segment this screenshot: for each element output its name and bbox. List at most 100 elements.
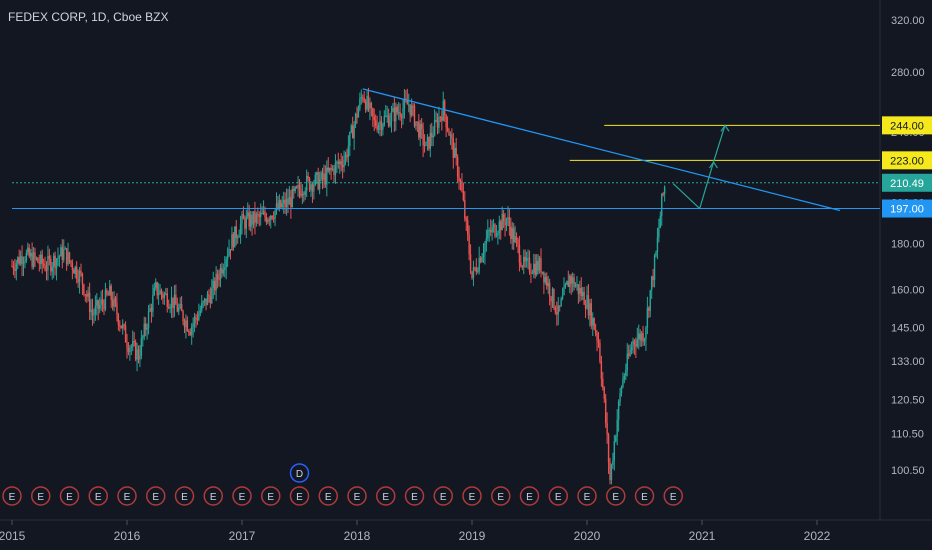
candle-body (186, 320, 189, 331)
candle-body (195, 316, 197, 319)
candle-body (364, 101, 367, 110)
candle-body (333, 168, 335, 176)
earnings-event-badge[interactable] (59, 486, 80, 506)
candle-body (117, 314, 120, 325)
candle-body (215, 273, 217, 291)
earnings-event-badge[interactable] (318, 486, 338, 506)
earnings-event-badge[interactable] (88, 486, 108, 506)
earnings-event-badge[interactable] (462, 486, 482, 506)
y-tick-label: 100.50 (891, 465, 925, 477)
candle-body (347, 146, 350, 158)
candle-body (88, 292, 91, 313)
candle-body (32, 252, 35, 267)
candle-body (449, 134, 452, 136)
candle-body (328, 167, 331, 171)
candle-body (321, 172, 324, 180)
candle-body (287, 198, 289, 205)
candle-body (219, 267, 222, 280)
earnings-event-badge[interactable] (289, 486, 310, 506)
earnings-event-badge[interactable] (606, 486, 626, 506)
earnings-event-badge[interactable] (203, 486, 223, 506)
candle-body (570, 275, 572, 284)
candle-body (103, 303, 105, 310)
candle-body (336, 161, 338, 163)
candle-body (551, 288, 554, 302)
candle-body (573, 277, 575, 287)
earnings-event-badge[interactable] (577, 486, 597, 506)
earnings-event-badge[interactable] (174, 486, 195, 506)
candle-body (481, 256, 483, 262)
candle-body (129, 347, 131, 352)
candle-body (258, 214, 260, 217)
earnings-event-badge[interactable] (634, 486, 655, 506)
candle-body (422, 129, 424, 146)
earnings-event-badge[interactable] (347, 486, 367, 506)
candle-body (28, 247, 30, 257)
candle-body (367, 95, 370, 109)
candle-body (280, 200, 282, 208)
candle-body (625, 370, 627, 377)
candle-body (360, 97, 363, 99)
candle-body (468, 234, 470, 255)
earnings-event-label: E (584, 492, 591, 503)
candle-body (71, 262, 74, 270)
earnings-event-badge[interactable] (663, 486, 683, 506)
candle-body (124, 325, 127, 343)
dividend-event-badge[interactable] (289, 463, 310, 483)
candle-body (369, 103, 371, 109)
candle-body (231, 234, 233, 251)
earnings-event-badge[interactable] (261, 486, 281, 506)
candle-body (261, 212, 263, 214)
candle-body (65, 248, 68, 265)
candle-body (462, 191, 465, 201)
candle-body (566, 281, 568, 285)
candle-body (157, 294, 160, 296)
earnings-event-badge[interactable] (491, 486, 511, 506)
earnings-event-label: E (152, 492, 159, 503)
earnings-event-badge[interactable] (548, 486, 568, 506)
earnings-event-badge[interactable] (404, 486, 425, 506)
candle-body (14, 269, 16, 271)
earnings-event-badge[interactable] (117, 486, 137, 506)
candle-body (224, 267, 226, 270)
candle-body (234, 226, 236, 248)
candle-body (47, 256, 49, 271)
candle-body (255, 213, 258, 223)
candle-body (209, 296, 212, 304)
candle-body (87, 292, 89, 297)
candle-body (252, 211, 255, 225)
candle-body (211, 287, 213, 304)
earnings-event-label: E (37, 492, 44, 503)
candle-body (251, 214, 253, 225)
earnings-event-label: E (497, 492, 504, 503)
earnings-event-badge[interactable] (31, 486, 51, 506)
earnings-event-badge[interactable] (376, 486, 396, 506)
candle-body (150, 308, 153, 312)
dividend-event-label: D (296, 469, 303, 480)
candle-body (73, 269, 75, 274)
candle-body (518, 244, 521, 263)
candle-body (544, 277, 547, 283)
candle-body (592, 318, 594, 326)
candle-body (574, 285, 577, 287)
candle-body (438, 116, 440, 128)
candle-body (606, 423, 608, 435)
candle-body (616, 419, 618, 437)
candle-body (622, 379, 624, 387)
candle-body (42, 263, 45, 266)
candle-body (77, 278, 79, 283)
earnings-event-badge[interactable] (146, 486, 166, 506)
earnings-event-badge[interactable] (433, 486, 453, 506)
candle-body (495, 235, 498, 237)
candle-body (340, 161, 342, 165)
candle-body (165, 293, 167, 295)
projection-path[interactable] (672, 125, 726, 210)
candle-body (620, 386, 623, 394)
earnings-event-badge[interactable] (2, 486, 22, 506)
candle-body (137, 349, 140, 360)
descending-trendline[interactable] (362, 88, 841, 212)
candle-body (642, 333, 644, 342)
earnings-event-badge[interactable] (232, 486, 252, 506)
earnings-event-badge[interactable] (519, 486, 540, 506)
